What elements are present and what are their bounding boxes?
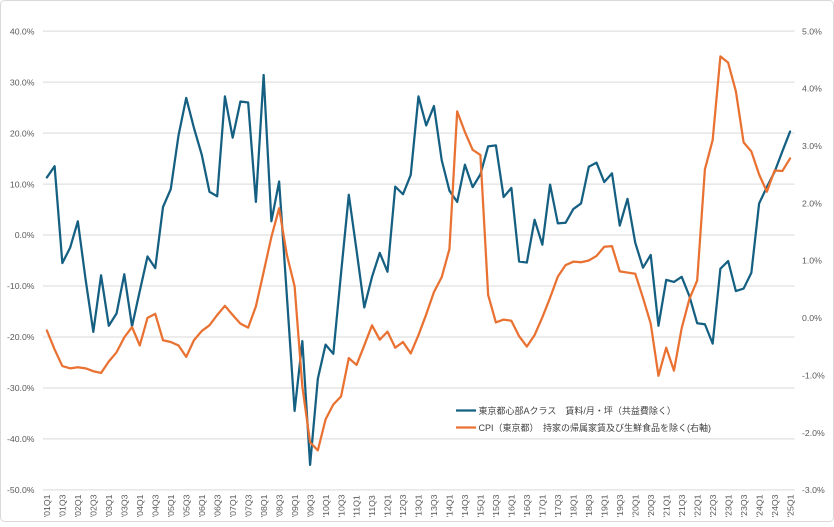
svg-text:'03Q1: '03Q1 (104, 494, 114, 517)
svg-text:30.0%: 30.0% (10, 77, 35, 87)
svg-text:'20Q3: '20Q3 (646, 494, 656, 517)
svg-text:東京都心部Aクラス 賃料/月・坪（共益費除く）: 東京都心部Aクラス 賃料/月・坪（共益費除く） (479, 405, 676, 416)
svg-text:CPI（東京都） 持家の帰属家賃及び生鮮食品を除く(右軸): CPI（東京都） 持家の帰属家賃及び生鮮食品を除く(右軸) (479, 422, 712, 433)
svg-text:0.0%: 0.0% (15, 230, 35, 240)
svg-text:'09Q1: '09Q1 (290, 494, 300, 517)
svg-text:2.0%: 2.0% (802, 198, 822, 208)
svg-text:'10Q1: '10Q1 (321, 494, 331, 517)
svg-text:10.0%: 10.0% (10, 179, 35, 189)
svg-text:'19Q1: '19Q1 (599, 494, 609, 517)
svg-text:'03Q3: '03Q3 (119, 494, 129, 517)
svg-text:'08Q3: '08Q3 (274, 494, 284, 517)
svg-text:'21Q1: '21Q1 (661, 494, 671, 517)
svg-text:'02Q1: '02Q1 (73, 494, 83, 517)
svg-text:'22Q3: '22Q3 (708, 494, 718, 517)
svg-text:'09Q3: '09Q3 (305, 494, 315, 517)
svg-text:1.0%: 1.0% (802, 256, 822, 266)
svg-text:'24Q3: '24Q3 (770, 494, 780, 517)
svg-text:'12Q3: '12Q3 (398, 494, 408, 517)
svg-text:'01Q3: '01Q3 (58, 494, 68, 517)
svg-text:'19Q3: '19Q3 (615, 494, 625, 517)
svg-text:'01Q1: '01Q1 (42, 494, 52, 517)
svg-text:'11Q1: '11Q1 (352, 495, 362, 517)
svg-text:20.0%: 20.0% (10, 128, 35, 138)
svg-text:-10.0%: -10.0% (7, 281, 35, 291)
svg-text:'07Q1: '07Q1 (228, 494, 238, 517)
svg-text:'16Q3: '16Q3 (522, 494, 532, 517)
svg-text:'05Q1: '05Q1 (166, 494, 176, 517)
svg-text:0.0%: 0.0% (802, 313, 822, 323)
svg-text:'21Q3: '21Q3 (677, 494, 687, 517)
svg-text:-3.0%: -3.0% (802, 485, 825, 495)
svg-text:'13Q3: '13Q3 (429, 494, 439, 517)
svg-text:4.0%: 4.0% (802, 84, 822, 94)
svg-text:'17Q3: '17Q3 (553, 494, 563, 517)
svg-text:-2.0%: -2.0% (802, 428, 825, 438)
svg-text:'12Q1: '12Q1 (383, 494, 393, 517)
svg-text:'17Q1: '17Q1 (538, 494, 548, 517)
svg-text:'20Q1: '20Q1 (630, 494, 640, 517)
svg-text:'08Q1: '08Q1 (259, 494, 269, 517)
svg-text:'15Q1: '15Q1 (476, 494, 486, 517)
svg-text:'05Q3: '05Q3 (181, 494, 191, 517)
svg-text:'18Q1: '18Q1 (569, 494, 579, 517)
svg-text:'14Q1: '14Q1 (445, 494, 455, 517)
svg-text:'18Q3: '18Q3 (584, 494, 594, 517)
svg-text:-40.0%: -40.0% (7, 434, 35, 444)
svg-text:'22Q1: '22Q1 (692, 494, 702, 517)
svg-text:'23Q3: '23Q3 (739, 494, 749, 517)
svg-text:'13Q1: '13Q1 (414, 494, 424, 517)
svg-text:'23Q1: '23Q1 (723, 494, 733, 517)
svg-text:3.0%: 3.0% (802, 141, 822, 151)
svg-text:'04Q3: '04Q3 (150, 494, 160, 517)
svg-text:'25Q1: '25Q1 (785, 494, 795, 517)
svg-text:'10Q3: '10Q3 (336, 494, 346, 517)
svg-text:'02Q3: '02Q3 (89, 494, 99, 517)
svg-text:-30.0%: -30.0% (7, 383, 35, 393)
svg-text:-1.0%: -1.0% (802, 370, 825, 380)
svg-text:'15Q3: '15Q3 (491, 494, 501, 517)
svg-text:40.0%: 40.0% (10, 26, 35, 36)
svg-text:5.0%: 5.0% (802, 26, 822, 36)
svg-text:-50.0%: -50.0% (7, 485, 35, 495)
svg-text:'07Q3: '07Q3 (243, 494, 253, 517)
svg-text:'06Q3: '06Q3 (212, 494, 222, 517)
svg-text:'16Q1: '16Q1 (507, 494, 517, 517)
svg-text:-20.0%: -20.0% (7, 332, 35, 342)
svg-text:'24Q1: '24Q1 (754, 494, 764, 517)
svg-text:'14Q3: '14Q3 (460, 494, 470, 517)
svg-text:'06Q1: '06Q1 (197, 494, 207, 517)
svg-text:'11Q3: '11Q3 (367, 495, 377, 517)
svg-text:'04Q1: '04Q1 (135, 494, 145, 517)
